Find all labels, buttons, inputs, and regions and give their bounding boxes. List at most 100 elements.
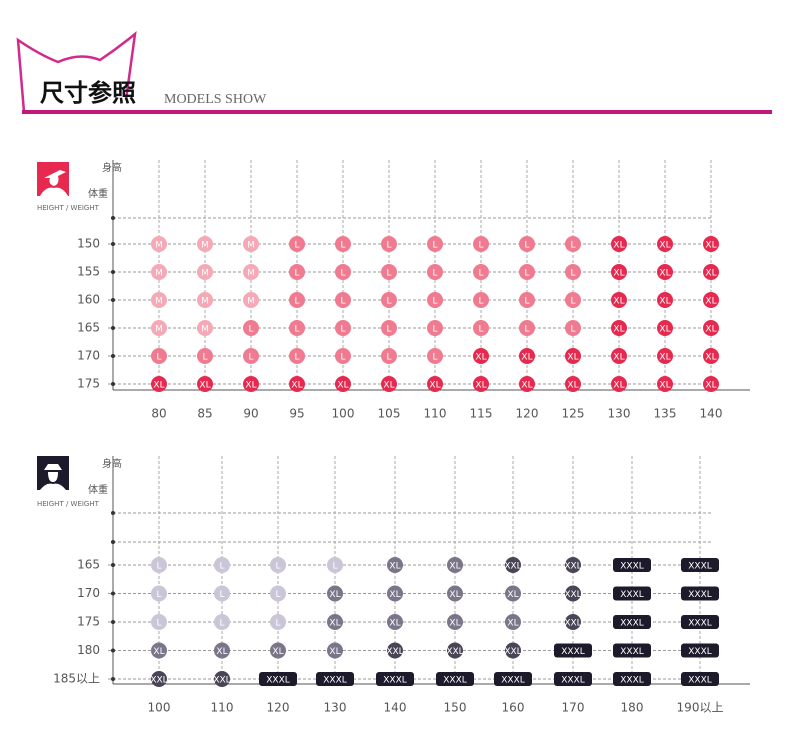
- size-badge: [335, 292, 351, 308]
- size-label: XL: [567, 381, 578, 391]
- size-badge: [387, 557, 403, 573]
- size-label: L: [340, 269, 345, 279]
- size-label: M: [247, 269, 255, 279]
- row-label: 155: [77, 265, 100, 279]
- size-cell: XL: [611, 320, 627, 336]
- col-label: 130: [324, 701, 347, 715]
- col-label: 140: [384, 701, 407, 715]
- size-badge: [613, 643, 651, 658]
- size-cell: XL: [214, 642, 230, 659]
- size-badge: [214, 614, 230, 630]
- size-label: L: [524, 269, 529, 279]
- col-label: 90: [243, 407, 258, 421]
- size-cell: XXL: [446, 642, 464, 659]
- size-label: L: [332, 562, 337, 572]
- size-badge: [554, 643, 592, 658]
- size-label: M: [201, 269, 209, 279]
- size-label: XL: [705, 241, 716, 251]
- size-badge: [657, 376, 673, 392]
- size-label: XXL: [504, 562, 521, 572]
- size-cell: XL: [703, 376, 719, 392]
- col-label: 190以上: [677, 701, 724, 715]
- size-label: XL: [389, 562, 400, 572]
- size-badge: [565, 376, 581, 392]
- size-label: L: [294, 325, 299, 335]
- size-badge: [447, 642, 463, 659]
- size-badge: [657, 320, 673, 336]
- size-cell: XL: [447, 614, 463, 630]
- col-label: 140: [700, 407, 723, 421]
- size-label: L: [340, 353, 345, 363]
- size-label: XL: [337, 381, 348, 391]
- cat-ear-logo: [16, 31, 137, 113]
- size-badge: [197, 320, 213, 336]
- size-cell: XL: [519, 348, 535, 364]
- size-cell: L: [381, 236, 397, 252]
- col-label: 100: [148, 701, 171, 715]
- size-cell: L: [289, 320, 305, 336]
- size-cell: L: [427, 292, 443, 308]
- size-label: L: [275, 619, 280, 629]
- size-badge: [243, 292, 259, 308]
- axis-weight-label: 体重: [88, 187, 108, 200]
- size-label: XXXL: [620, 562, 644, 572]
- size-label: L: [156, 619, 161, 629]
- size-label: M: [247, 297, 255, 307]
- size-badge: [243, 320, 259, 336]
- size-badge: [243, 348, 259, 364]
- size-label: L: [524, 297, 529, 307]
- size-cell: XL: [151, 642, 167, 659]
- size-badge: [151, 236, 167, 252]
- size-label: XL: [613, 297, 624, 307]
- size-cell: XL: [473, 348, 489, 364]
- size-cell: XL: [243, 376, 259, 392]
- size-cell: L: [270, 614, 286, 630]
- size-label: L: [524, 241, 529, 251]
- size-badge: [519, 376, 535, 392]
- size-cell: XL: [427, 376, 443, 392]
- size-label: L: [294, 269, 299, 279]
- size-label: XL: [291, 381, 302, 391]
- size-cell: XL: [327, 642, 343, 659]
- size-label: L: [432, 269, 437, 279]
- size-label: M: [155, 325, 163, 335]
- size-cell: L: [214, 557, 230, 573]
- size-label: XL: [475, 353, 486, 363]
- size-cell: L: [289, 348, 305, 364]
- size-cell: XXXL: [613, 615, 651, 629]
- size-badge: [327, 585, 343, 602]
- header-title: 尺寸参照: [40, 79, 136, 107]
- col-label: 110: [424, 407, 447, 421]
- axis-weight-label: 体重: [88, 483, 108, 496]
- size-cell: L: [335, 320, 351, 336]
- size-badge: [447, 557, 463, 573]
- size-badge: [289, 348, 305, 364]
- size-label: XXXL: [323, 676, 347, 686]
- size-cell: M: [197, 236, 213, 252]
- size-badge: [376, 672, 414, 686]
- size-badge: [381, 292, 397, 308]
- axis-dot: [111, 591, 115, 596]
- size-badge: [613, 586, 651, 601]
- size-cell: L: [289, 236, 305, 252]
- size-badge: [197, 264, 213, 280]
- size-label: XXL: [446, 647, 463, 657]
- size-cell: M: [197, 320, 213, 336]
- size-cell: XXXL: [681, 672, 719, 686]
- axis-dot: [111, 298, 115, 302]
- size-badge: [151, 585, 167, 602]
- size-label: XXXL: [688, 676, 712, 686]
- size-cell: XXXL: [259, 672, 297, 686]
- size-label: L: [156, 353, 161, 363]
- size-cell: M: [151, 236, 167, 252]
- size-cell: L: [243, 320, 259, 336]
- size-cell: XXXL: [436, 672, 474, 686]
- size-cell: XL: [565, 376, 581, 392]
- size-label: XL: [659, 353, 670, 363]
- size-badge: [565, 236, 581, 252]
- size-cell: XXL: [213, 671, 231, 687]
- size-cell: M: [243, 236, 259, 252]
- size-cell: XL: [657, 292, 673, 308]
- size-label: XL: [329, 647, 340, 657]
- size-label: L: [219, 619, 224, 629]
